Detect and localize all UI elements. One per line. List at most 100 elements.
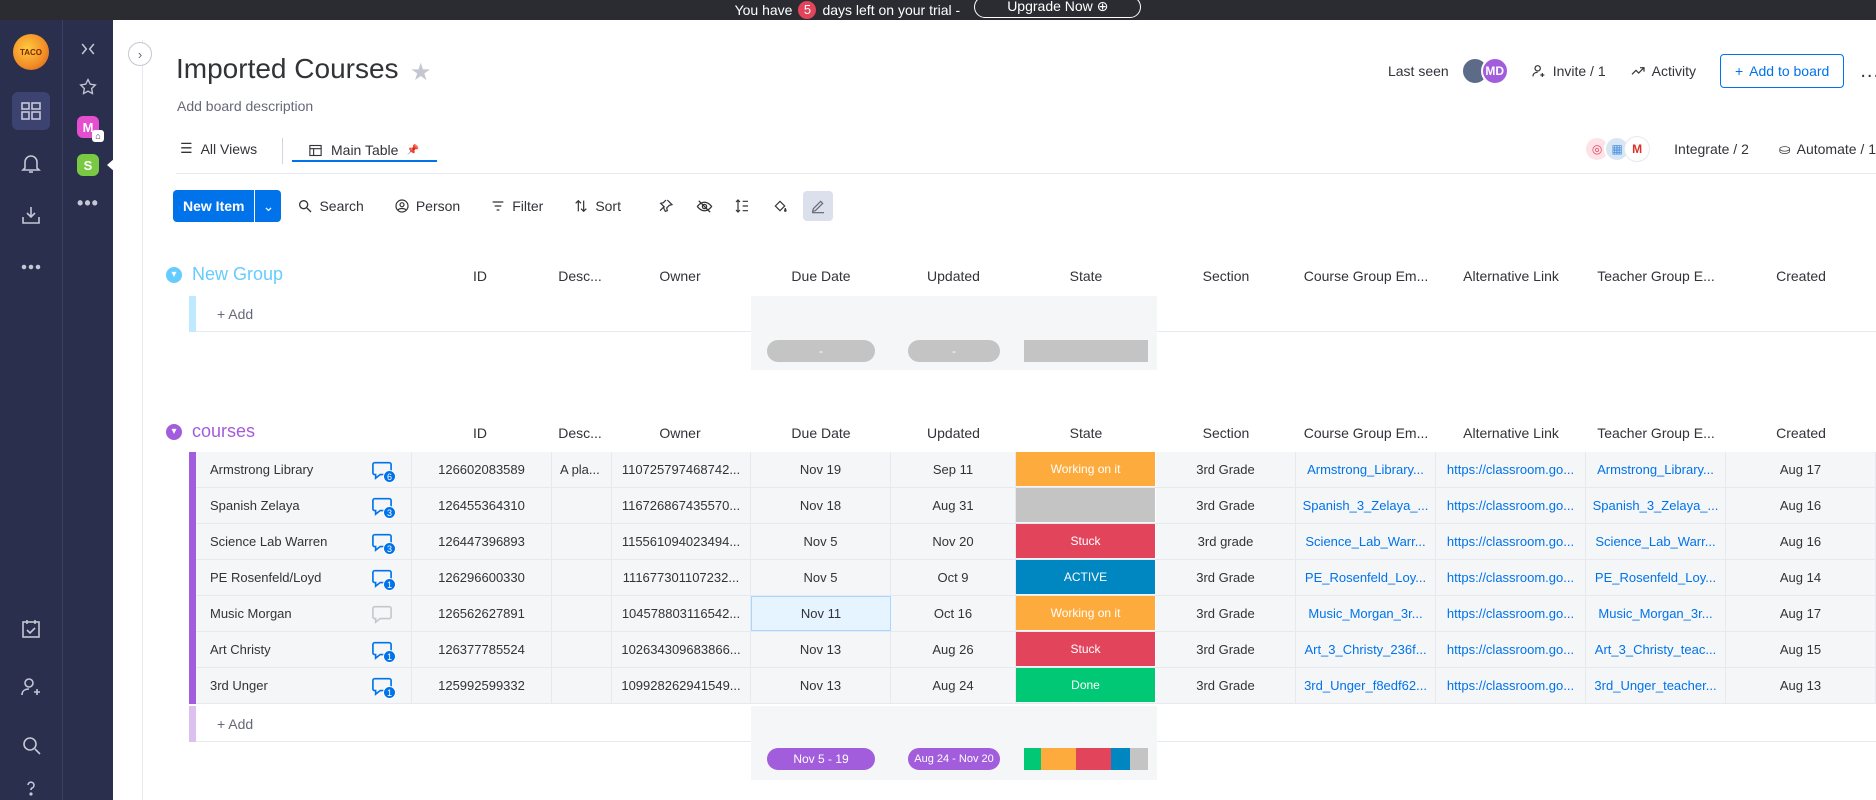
alternative-link-value[interactable]: https://classroom.go... <box>1446 462 1575 477</box>
alternative-link-value[interactable]: https://classroom.go... <box>1446 534 1575 549</box>
favorites-star-icon[interactable] <box>73 72 103 102</box>
updates-chat-icon[interactable]: 6 <box>371 460 396 483</box>
teacher-group-email-value[interactable]: Science_Lab_Warr... <box>1595 534 1716 549</box>
new-item-dropdown-icon[interactable]: ⌄ <box>255 190 282 222</box>
state-cell[interactable]: Done <box>1016 668 1156 702</box>
edit-pencil-icon[interactable] <box>803 191 833 221</box>
alternative-link-value[interactable]: https://classroom.go... <box>1446 606 1575 621</box>
table-row[interactable]: Science Lab Warren 3 126447396893 115561094… <box>189 524 1876 560</box>
search-button[interactable]: Search <box>297 198 364 214</box>
course-group-email-cell[interactable]: Spanish_3_Zelaya_... <box>1296 488 1436 523</box>
course-group-email-value[interactable]: Music_Morgan_3r... <box>1308 606 1423 621</box>
owner-cell[interactable]: 102634309683866... <box>612 632 751 667</box>
description-cell[interactable] <box>552 632 612 667</box>
state-cell[interactable]: Stuck <box>1016 524 1156 558</box>
teacher-group-email-cell[interactable]: Music_Morgan_3r... <box>1586 596 1726 631</box>
item-name[interactable]: Science Lab Warren <box>210 534 328 549</box>
invite-button[interactable]: Invite / 1 <box>1531 63 1606 79</box>
description-cell[interactable] <box>552 668 612 703</box>
alternative-link-cell[interactable]: https://classroom.go... <box>1436 596 1586 631</box>
due-date-cell[interactable]: Nov 18 <box>751 488 891 523</box>
course-group-email-cell[interactable]: Music_Morgan_3r... <box>1296 596 1436 631</box>
due-date-cell[interactable]: Nov 13 <box>751 632 891 667</box>
item-name-cell[interactable]: Art Christy 1 <box>189 632 412 667</box>
course-group-email-value[interactable]: Science_Lab_Warr... <box>1305 534 1426 549</box>
teacher-group-email-value[interactable]: Armstrong_Library... <box>1597 462 1714 477</box>
course-group-email-cell[interactable]: Art_3_Christy_236f... <box>1296 632 1436 667</box>
person-filter-button[interactable]: Person <box>394 198 460 214</box>
owner-cell[interactable]: 111677301107232... <box>612 560 751 595</box>
updated-cell[interactable]: Nov 20 <box>891 524 1016 559</box>
teacher-group-email-cell[interactable]: PE_Rosenfeld_Loy... <box>1586 560 1726 595</box>
alternative-link-cell[interactable]: https://classroom.go... <box>1436 488 1586 523</box>
due-date-cell[interactable]: Nov 5 <box>751 524 891 559</box>
user-initials-avatar[interactable]: MD <box>1480 57 1509 85</box>
alternative-link-cell[interactable]: https://classroom.go... <box>1436 668 1586 703</box>
due-date-cell[interactable]: Nov 13 <box>751 668 891 703</box>
created-cell[interactable]: Aug 17 <box>1726 596 1876 631</box>
column-header-created[interactable]: Created <box>1776 425 1826 441</box>
teacher-group-email-value[interactable]: PE_Rosenfeld_Loy... <box>1594 570 1717 585</box>
teacher-group-email-cell[interactable]: Armstrong_Library... <box>1586 452 1726 487</box>
row-height-icon[interactable] <box>727 191 757 221</box>
course-group-email-value[interactable]: Armstrong_Library... <box>1307 462 1424 477</box>
column-header-created[interactable]: Created <box>1776 268 1826 284</box>
tab-main-table[interactable]: Main Table 📌 <box>292 128 437 162</box>
table-row[interactable]: Spanish Zelaya 3 126455364310 1167268674355… <box>189 488 1876 524</box>
section-cell[interactable]: 3rd Grade <box>1156 596 1296 631</box>
integrate-button[interactable]: Integrate / 2 <box>1674 141 1749 157</box>
state-cell[interactable]: Stuck <box>1016 632 1156 666</box>
item-name[interactable]: PE Rosenfeld/Loyd <box>210 570 322 585</box>
item-name[interactable]: Spanish Zelaya <box>210 498 300 513</box>
id-cell[interactable]: 126447396893 <box>412 524 552 559</box>
table-row[interactable]: Music Morgan 126562627891 104578803116542.… <box>189 596 1876 632</box>
column-header-state[interactable]: State <box>1069 425 1103 441</box>
section-cell[interactable]: 3rd Grade <box>1156 488 1296 523</box>
course-group-email-value[interactable]: Spanish_3_Zelaya_... <box>1302 498 1429 513</box>
owner-cell[interactable]: 110725797468742... <box>612 452 751 487</box>
teacher-group-email-value[interactable]: Spanish_3_Zelaya_... <box>1592 498 1719 513</box>
column-header-owner[interactable]: Owner <box>659 268 701 284</box>
notifications-bell-icon[interactable] <box>12 144 50 182</box>
alternative-link-value[interactable]: https://classroom.go... <box>1446 570 1575 585</box>
created-cell[interactable]: Aug 14 <box>1726 560 1876 595</box>
column-header-due-date[interactable]: Due Date <box>791 268 851 284</box>
course-group-email-value[interactable]: PE_Rosenfeld_Loy... <box>1304 570 1427 585</box>
board-title[interactable]: Imported Courses <box>176 53 399 84</box>
table-row[interactable]: 3rd Unger 1 125992599332 109928262941549...… <box>189 668 1876 704</box>
teacher-group-email-value[interactable]: 3rd_Unger_teacher... <box>1594 678 1717 693</box>
section-cell[interactable]: 3rd grade <box>1156 524 1296 559</box>
add-item-label[interactable]: + Add <box>217 306 254 322</box>
add-item-label[interactable]: + Add <box>217 716 254 732</box>
id-cell[interactable]: 126562627891 <box>412 596 552 631</box>
workspace-m[interactable]: M ⌂ <box>73 112 104 142</box>
group-title[interactable]: New Group <box>192 264 284 284</box>
column-header-teacher-group-email[interactable]: Teacher Group E... <box>1597 268 1715 284</box>
item-name-cell[interactable]: PE Rosenfeld/Loyd 1 <box>189 560 412 595</box>
state-cell[interactable] <box>1016 488 1156 522</box>
updated-cell[interactable]: Oct 16 <box>891 596 1016 631</box>
column-header-alternative-link[interactable]: Alternative Link <box>1463 425 1559 441</box>
updated-cell[interactable]: Aug 26 <box>891 632 1016 667</box>
created-cell[interactable]: Aug 17 <box>1726 452 1876 487</box>
column-header-id[interactable]: ID <box>473 268 487 284</box>
alternative-link-value[interactable]: https://classroom.go... <box>1446 642 1575 657</box>
column-header-updated[interactable]: Updated <box>927 425 980 441</box>
teacher-group-email-cell[interactable]: Science_Lab_Warr... <box>1586 524 1726 559</box>
item-name[interactable]: Art Christy <box>210 642 271 657</box>
updates-chat-icon[interactable]: 1 <box>371 676 396 699</box>
teacher-group-email-value[interactable]: Music_Morgan_3r... <box>1598 606 1713 621</box>
alternative-link-value[interactable]: https://classroom.go... <box>1446 678 1575 693</box>
section-cell[interactable]: 3rd Grade <box>1156 560 1296 595</box>
item-name-cell[interactable]: Spanish Zelaya 3 <box>189 488 412 523</box>
course-group-email-cell[interactable]: 3rd_Unger_f8edf62... <box>1296 668 1436 703</box>
hide-columns-eye-icon[interactable] <box>689 191 719 221</box>
new-item-button[interactable]: New Item <box>173 190 255 222</box>
column-header-updated[interactable]: Updated <box>927 268 980 284</box>
description-cell[interactable] <box>552 488 612 523</box>
sort-button[interactable]: Sort <box>573 198 621 214</box>
help-icon[interactable] <box>12 776 50 800</box>
column-header-section[interactable]: Section <box>1202 268 1250 284</box>
updated-cell[interactable]: Aug 24 <box>891 668 1016 703</box>
id-cell[interactable]: 126602083589 <box>412 452 552 487</box>
